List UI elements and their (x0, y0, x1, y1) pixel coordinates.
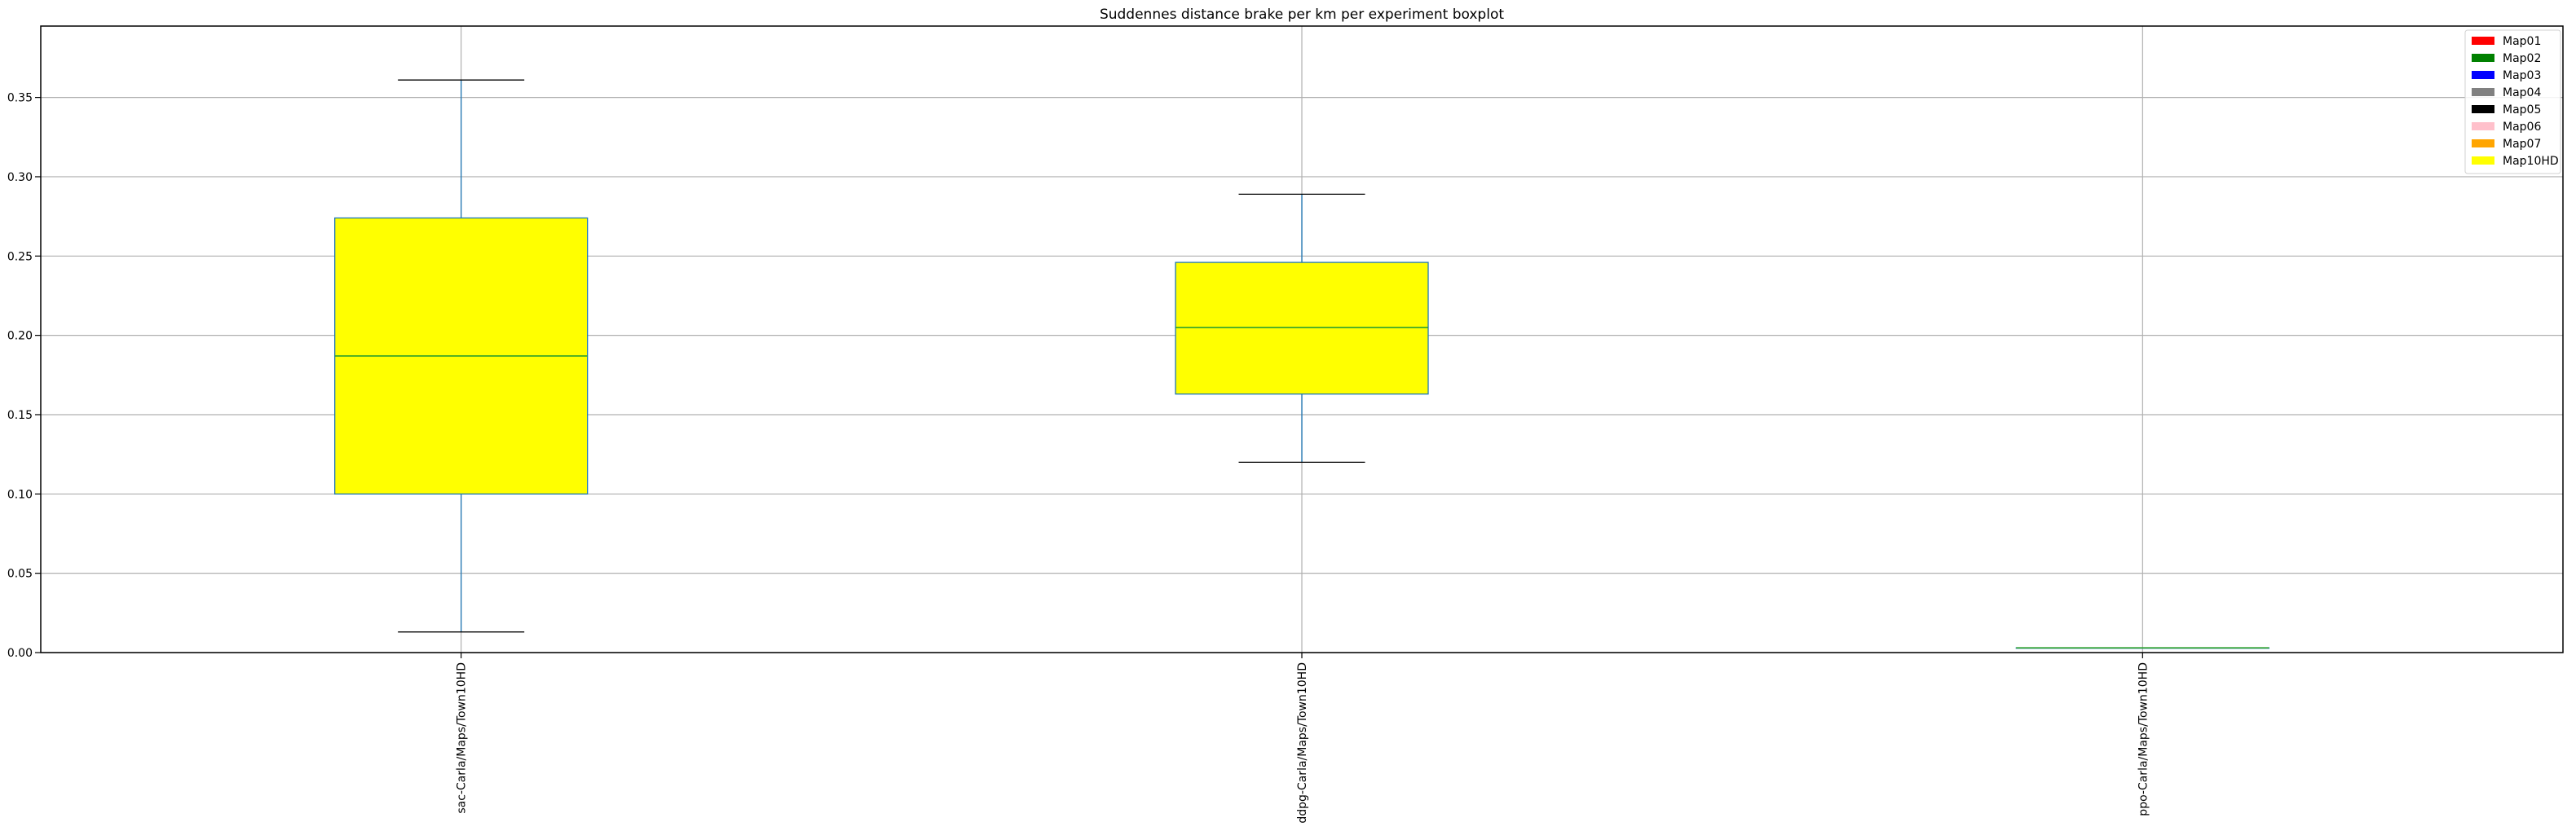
legend-label: Map06 (2503, 121, 2541, 134)
y-tick-label: 0.20 (7, 330, 33, 343)
y-tick-label: 0.25 (7, 250, 33, 263)
y-tick-label: 0.30 (7, 171, 33, 184)
legend-label: Map01 (2503, 35, 2541, 48)
legend-swatch (2472, 88, 2494, 96)
legend-label: Map07 (2503, 138, 2541, 151)
legend-swatch (2472, 122, 2494, 130)
x-tick-label: ppo-Carla/Maps/Town10HD (2137, 662, 2150, 816)
y-tick-label: 0.15 (7, 409, 33, 422)
legend-swatch (2472, 139, 2494, 147)
axis-layer: 0.00 0.05 0.10 0.15 0.20 0.25 0.30 0.35 sac-Carl… (7, 92, 2150, 824)
legend-swatch (2472, 37, 2494, 45)
y-tick-label: 0.10 (7, 488, 33, 501)
x-tick-label: sac-Carla/Maps/Town10HD (456, 662, 469, 814)
legend-frame (2464, 29, 2561, 174)
x-tick-label: ddpg-Carla/Maps/Town10HD (1296, 662, 1309, 824)
legend-swatch (2472, 156, 2494, 165)
legend-swatch (2472, 54, 2494, 62)
legend-label: Map03 (2503, 69, 2541, 82)
legend-label: Map04 (2503, 86, 2541, 99)
box-layer (334, 79, 2269, 649)
y-tick-label: 0.00 (7, 647, 33, 660)
legend-label: Map10HD (2503, 155, 2559, 168)
box-body (1175, 262, 1429, 395)
legend-label: Map02 (2503, 52, 2541, 65)
chart-title: Suddennes distance brake per km per expe… (1100, 7, 1504, 23)
legend: Map01 Map02 Map03 Map04 Map05 Map06 Map07 Map10… (2464, 29, 2561, 174)
legend-swatch (2472, 71, 2494, 79)
y-tick-label: 0.05 (7, 568, 33, 581)
y-tick-label: 0.35 (7, 92, 33, 105)
legend-label: Map05 (2503, 103, 2541, 117)
legend-swatch (2472, 105, 2494, 113)
